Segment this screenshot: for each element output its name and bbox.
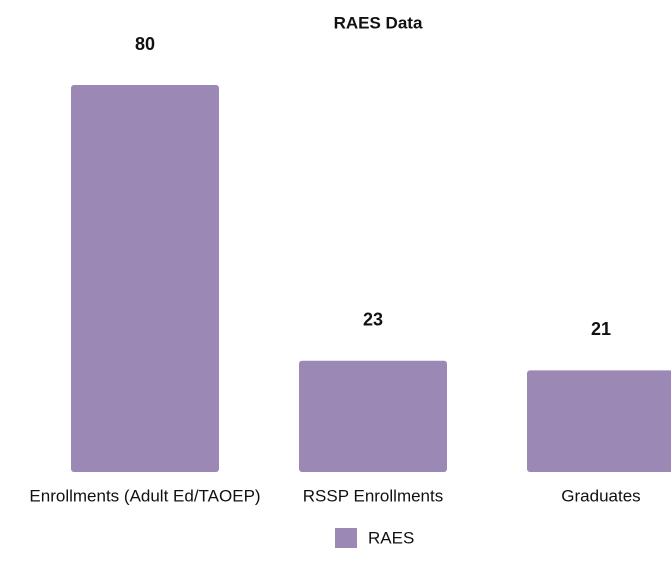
data-label: 80 — [135, 34, 155, 54]
bar — [71, 85, 219, 472]
x-tick-label: Enrollments (Adult Ed/TAOEP) — [29, 486, 260, 505]
data-label: 23 — [363, 309, 383, 329]
data-label: 21 — [591, 319, 611, 339]
bar — [299, 360, 447, 472]
bar — [527, 370, 671, 472]
x-tick-label: RSSP Enrollments — [303, 486, 443, 505]
x-tick-label: Graduates — [561, 486, 640, 505]
legend-label: RAES — [368, 528, 414, 547]
legend-swatch — [335, 528, 357, 548]
chart-title: RAES Data — [334, 13, 423, 32]
